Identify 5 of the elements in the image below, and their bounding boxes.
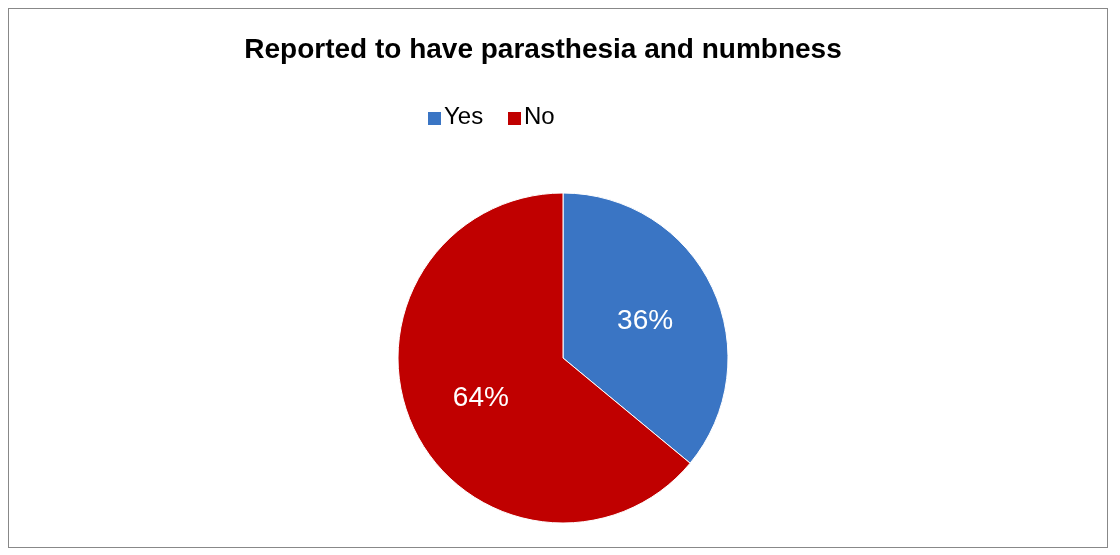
data-label: 36% [617, 303, 674, 335]
data-label: 64% [452, 381, 509, 413]
legend-label: Yes [444, 102, 484, 129]
legend-label: No [524, 102, 555, 129]
chart-title: Reported to have parasthesia and numbness [244, 33, 842, 64]
